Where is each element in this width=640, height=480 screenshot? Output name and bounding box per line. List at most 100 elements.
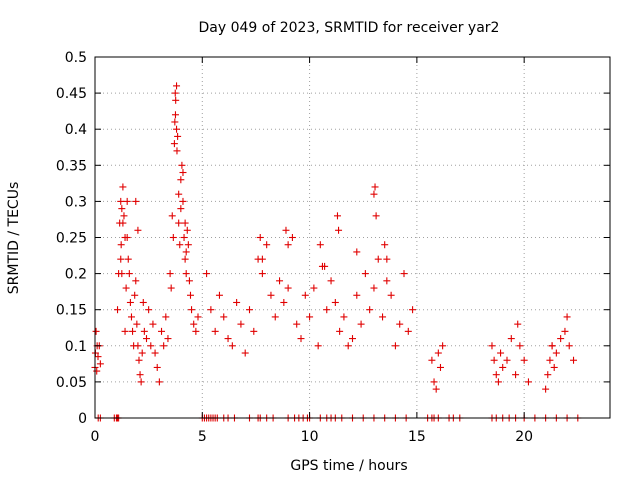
y-tick-label: 0.3	[65, 194, 87, 210]
data-point	[149, 320, 157, 328]
data-point	[570, 356, 578, 364]
data-point	[544, 371, 552, 379]
data-point	[381, 241, 389, 249]
data-point	[164, 335, 172, 343]
data-point	[119, 183, 127, 191]
data-point	[550, 363, 558, 371]
data-point	[374, 255, 382, 263]
data-point	[118, 270, 126, 278]
data-point	[183, 226, 191, 234]
data-point	[494, 378, 502, 386]
data-point	[117, 241, 125, 249]
data-point	[282, 226, 290, 234]
y-tick-label: 0.15	[56, 303, 87, 319]
data-point	[117, 255, 125, 263]
data-point	[177, 176, 185, 184]
data-point	[383, 277, 391, 285]
data-point	[293, 320, 301, 328]
data-point	[237, 320, 245, 328]
data-point	[125, 270, 133, 278]
data-point	[180, 234, 188, 241]
data-point	[145, 306, 153, 314]
data-point	[372, 212, 380, 220]
data-point	[131, 291, 139, 299]
data-point	[563, 313, 571, 321]
x-axis-ticks: 0 5 10 15 20	[91, 57, 533, 445]
data-point	[188, 306, 196, 314]
data-point	[246, 306, 253, 314]
data-point	[121, 234, 129, 241]
data-point	[93, 367, 101, 375]
data-point	[153, 363, 161, 371]
data-point	[211, 327, 219, 335]
data-point	[179, 169, 187, 177]
data-point	[94, 353, 102, 361]
data-point	[490, 356, 498, 364]
data-point	[546, 356, 554, 364]
data-point	[134, 342, 142, 350]
x-axis-label: GPS time / hours	[290, 458, 407, 474]
data-point	[396, 320, 404, 328]
x-tick-label: 15	[408, 429, 426, 445]
data-point	[492, 371, 500, 379]
data-point	[439, 342, 447, 350]
data-point	[184, 241, 192, 249]
data-point	[288, 234, 296, 241]
data-point	[361, 270, 369, 278]
data-point	[366, 306, 374, 314]
x-tick-label: 20	[515, 429, 533, 445]
data-point	[542, 385, 550, 393]
data-point	[114, 306, 122, 314]
data-point	[194, 313, 202, 321]
data-point	[171, 89, 179, 97]
x-tick-label: 5	[198, 429, 207, 445]
data-point	[173, 125, 181, 133]
data-point	[379, 313, 387, 321]
data-point	[321, 262, 329, 270]
data-point	[155, 378, 163, 386]
y-tick-label: 0	[78, 411, 87, 427]
data-point	[512, 371, 520, 379]
data-point	[284, 241, 292, 249]
data-point	[160, 342, 168, 350]
data-point	[284, 284, 292, 292]
data-point	[182, 248, 190, 256]
data-point	[263, 241, 271, 249]
data-point	[524, 378, 532, 386]
data-points	[91, 82, 582, 422]
data-point	[138, 349, 146, 357]
data-point	[310, 284, 318, 292]
data-point	[117, 197, 125, 205]
data-point	[434, 349, 442, 357]
data-point	[134, 226, 142, 234]
data-point	[120, 212, 128, 220]
data-point	[391, 342, 399, 350]
data-point	[178, 161, 186, 169]
data-point	[428, 356, 436, 364]
data-point	[333, 212, 341, 220]
data-point	[520, 356, 528, 364]
data-point	[228, 342, 236, 350]
x-tick-label: 10	[301, 429, 319, 445]
data-point	[250, 327, 258, 335]
y-tick-label: 0.45	[56, 86, 87, 102]
chart-title: Day 049 of 2023, SRMTID for receiver yar…	[199, 20, 500, 36]
data-point	[122, 284, 130, 292]
data-point	[147, 342, 155, 350]
data-point	[179, 197, 187, 205]
data-point	[124, 255, 132, 263]
data-point	[136, 371, 144, 379]
data-point	[316, 241, 324, 249]
data-point	[181, 219, 189, 227]
data-point	[220, 313, 228, 321]
data-point	[171, 111, 179, 119]
data-point	[400, 270, 408, 278]
y-tick-label: 0.25	[56, 231, 87, 247]
data-point	[171, 118, 179, 126]
data-point	[331, 298, 339, 306]
data-point	[132, 197, 140, 205]
data-point	[192, 327, 200, 335]
data-point	[123, 197, 131, 205]
y-tick-label: 0.2	[65, 267, 87, 283]
data-point	[323, 306, 331, 314]
